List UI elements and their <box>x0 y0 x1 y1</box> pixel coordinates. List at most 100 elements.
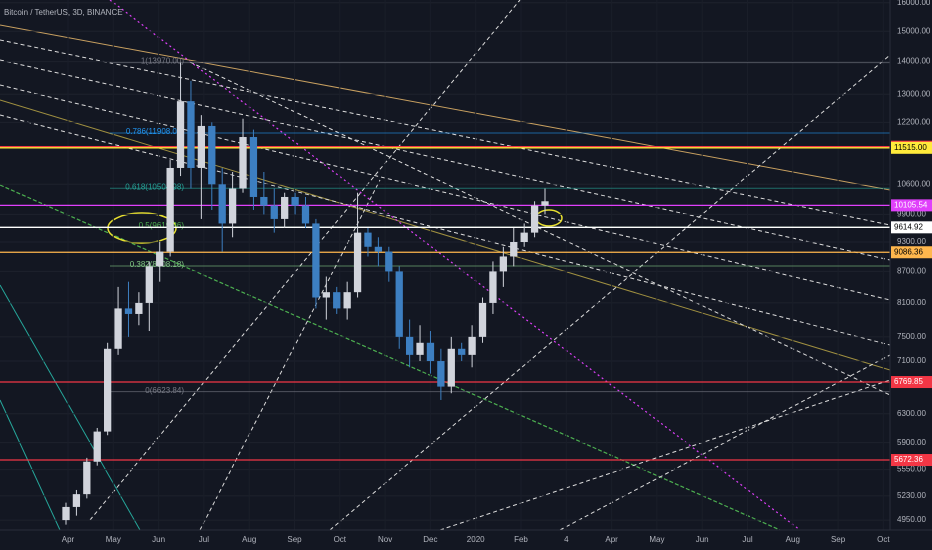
y-tick-label: 16000.00 <box>897 0 931 7</box>
price-tag-label: 11515.00 <box>894 143 927 152</box>
candle-body <box>447 348 455 387</box>
fib-label: 0.5(9619.36) <box>139 221 185 230</box>
x-tick-label: Oct <box>334 535 347 544</box>
candle-body <box>489 271 497 303</box>
price-lines <box>0 146 890 461</box>
y-tick-label: 4950.00 <box>897 515 926 524</box>
fib-label: 1(13970.00) <box>141 57 184 66</box>
candle-body <box>437 361 445 387</box>
candles <box>62 62 549 525</box>
candle-body <box>260 196 268 206</box>
candle-body <box>541 201 549 206</box>
x-tick-label: Jul <box>742 535 752 544</box>
candle-body <box>83 461 91 495</box>
candle-body <box>145 266 153 303</box>
x-tick-label: May <box>106 535 121 544</box>
price-tag <box>891 376 932 389</box>
price-tag <box>891 141 932 154</box>
y-tick-label: 7100.00 <box>897 356 926 365</box>
candle-body <box>343 292 351 309</box>
candle-body <box>270 205 278 219</box>
x-tick-label: Apr <box>62 535 75 544</box>
candle-body <box>135 302 143 314</box>
price-tag-label: 9614.92 <box>894 222 923 231</box>
candle-body <box>291 196 299 206</box>
price-tag-label: 5672.36 <box>894 455 923 464</box>
fib-label: 0.786(11908.08) <box>126 127 184 136</box>
candle-body <box>510 242 518 257</box>
x-tick-label: Jul <box>199 535 209 544</box>
candle-body <box>353 232 362 293</box>
x-tick-label: Aug <box>786 535 800 544</box>
y-tick-label: 9900.00 <box>897 210 926 219</box>
trend-lines <box>0 0 891 531</box>
candle-body <box>458 348 466 355</box>
candle-body <box>364 232 372 247</box>
y-tick-label: 5550.00 <box>897 465 926 474</box>
price-tag-label: 6769.85 <box>894 377 923 386</box>
candle-body <box>187 101 195 168</box>
y-tick-label: 12200.00 <box>897 117 931 126</box>
candle-body <box>395 271 403 337</box>
candle-body <box>301 205 310 224</box>
candle-body <box>520 232 528 243</box>
candle-body <box>72 494 81 507</box>
x-tick-label: Feb <box>514 535 528 544</box>
y-tick-label: 9300.00 <box>897 237 926 246</box>
candle-body <box>405 336 414 355</box>
candle-body <box>499 256 507 272</box>
x-tick-label: Jun <box>696 535 709 544</box>
y-tick-label: 7500.00 <box>897 332 926 341</box>
x-tick-label: Dec <box>423 535 437 544</box>
x-tick-label: Apr <box>605 535 618 544</box>
price-tag-label: 10105.54 <box>894 200 928 209</box>
y-tick-label: 6300.00 <box>897 409 926 418</box>
fib-label: 0(6623.84) <box>145 386 184 395</box>
chart-title: Bitcoin / TetherUS, 3D, BINANCE <box>4 8 123 17</box>
x-tick-label: Sep <box>287 535 302 544</box>
price-tag <box>891 454 932 467</box>
x-tick-label: May <box>649 535 664 544</box>
y-tick-label: 10600.00 <box>897 179 931 188</box>
x-tick-label: Oct <box>877 535 890 544</box>
candle-body <box>62 506 70 521</box>
y-tick-label: 8700.00 <box>897 267 926 276</box>
price-tag <box>891 199 932 212</box>
candle-body <box>322 292 330 298</box>
y-tick-label: 14000.00 <box>897 57 931 66</box>
candle-body <box>166 167 174 252</box>
candle-body <box>218 184 226 224</box>
fib-label: 0.618(10504.98) <box>125 182 184 191</box>
candle-body <box>385 251 393 272</box>
y-tick-label: 15000.00 <box>897 26 931 35</box>
candle-body <box>176 101 185 168</box>
axes: 16000.00 15000.00 14000.00 13000.00 12200.00… <box>62 0 932 544</box>
candle-body <box>208 125 216 185</box>
y-tick-label: 13000.00 <box>897 89 931 98</box>
candle-body <box>228 188 237 224</box>
x-tick-label: Jun <box>152 535 165 544</box>
y-tick-label: 5900.00 <box>897 438 926 447</box>
candle-body <box>93 431 101 462</box>
candle-body <box>312 223 320 298</box>
candle-body <box>468 336 476 355</box>
price-tag <box>891 221 932 234</box>
candle-body <box>374 246 383 252</box>
price-tag-label: 9086.36 <box>894 247 923 256</box>
y-tick-label: 8100.00 <box>897 298 926 307</box>
y-tick-label: 5230.00 <box>897 491 926 500</box>
candle-body <box>416 342 424 355</box>
candle-body <box>114 308 122 349</box>
x-tick-label: Nov <box>378 535 392 544</box>
candle-body <box>197 125 206 168</box>
x-tick-label: Sep <box>831 535 846 544</box>
x-tick-label: 4 <box>564 535 569 544</box>
candle-body <box>426 342 435 362</box>
candle-body <box>281 196 289 219</box>
candle-body <box>478 302 487 337</box>
x-tick-label: 2020 <box>467 535 485 544</box>
candle-body <box>530 205 539 233</box>
x-tick-label: Aug <box>242 535 256 544</box>
